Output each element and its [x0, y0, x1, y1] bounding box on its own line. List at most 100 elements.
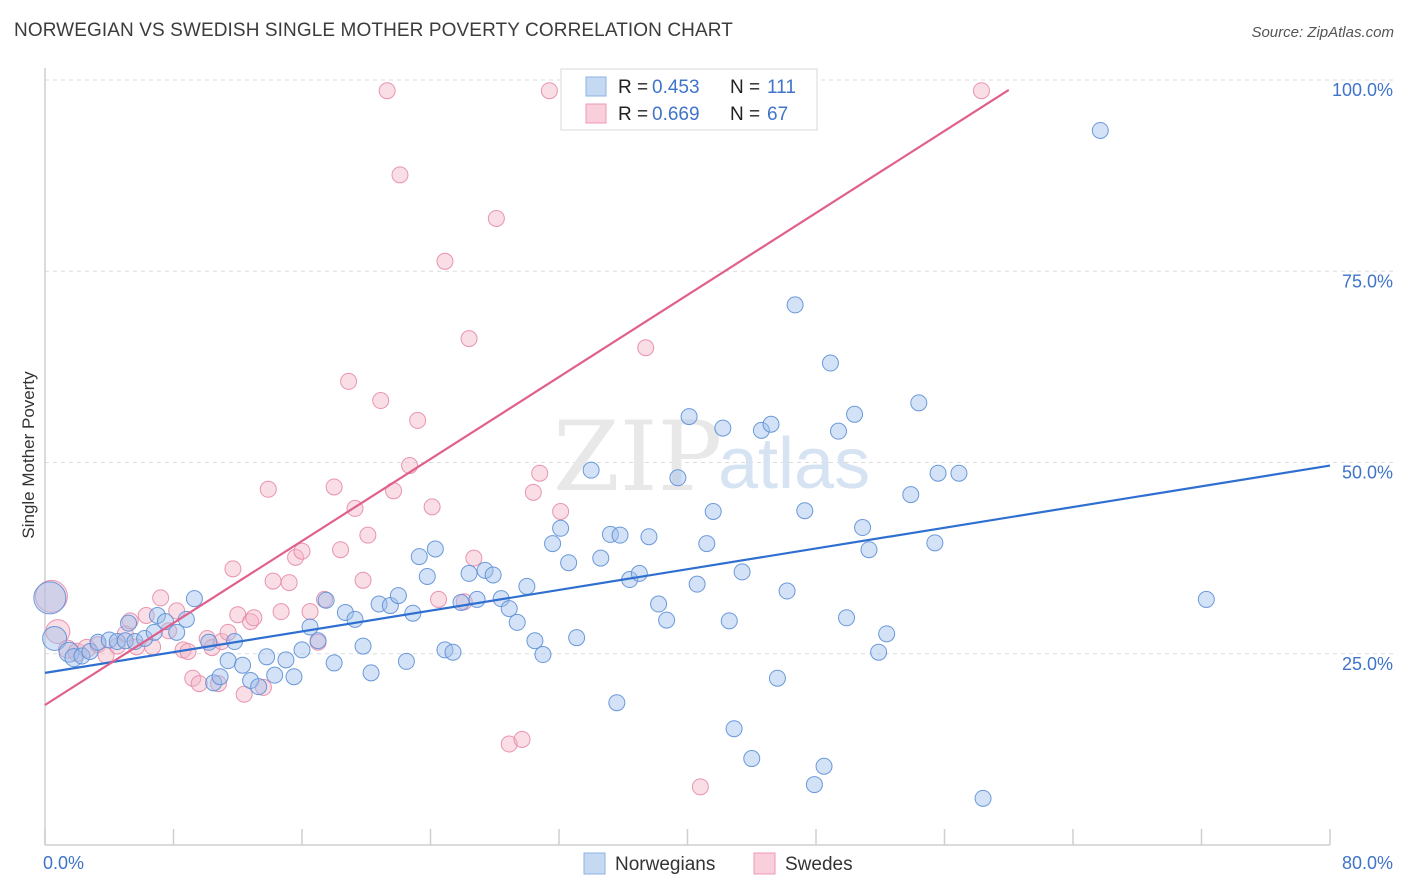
- norwegian-point: [733, 563, 751, 581]
- norwegian-point: [185, 590, 203, 608]
- norwegian-point: [582, 461, 600, 479]
- norwegian-point: [544, 535, 562, 553]
- swedish-point: [552, 502, 570, 520]
- swedish-point: [280, 574, 298, 592]
- norwegian-point: [444, 643, 462, 661]
- bottom-legend-swatch-norwegians: [583, 852, 606, 875]
- norwegian-point: [145, 623, 163, 641]
- swedish-point: [391, 166, 409, 184]
- norwegian-point: [362, 664, 380, 682]
- norwegian-point: [410, 548, 428, 566]
- swedish-point: [691, 778, 709, 796]
- swedish-point: [487, 209, 505, 227]
- swedish-point: [460, 330, 478, 348]
- norwegian-point: [796, 502, 814, 520]
- legend-n-value-swedes: 67: [767, 104, 788, 125]
- y-tick-label: 75.0%: [1342, 271, 1393, 291]
- norwegian-point: [560, 554, 578, 572]
- swedish-point: [190, 675, 208, 693]
- stats-legend: R = 0.453 N = 111 R = 0.669 N = 67: [560, 68, 818, 131]
- norwegian-point: [720, 612, 738, 630]
- norwegian-point: [658, 611, 676, 629]
- legend-swatch-swedes: [585, 103, 607, 124]
- norwegian-point: [552, 519, 570, 537]
- norwegian-point: [168, 623, 186, 641]
- norwegian-point: [534, 646, 552, 664]
- norwegian-point: [526, 632, 544, 650]
- bottom-legend-swatch-swedes: [753, 852, 776, 875]
- norwegian-point: [73, 647, 91, 665]
- norwegian-point: [354, 637, 372, 655]
- norwegian-point: [725, 720, 743, 738]
- norwegian-point: [205, 674, 223, 692]
- swedish-point: [354, 571, 372, 589]
- norwegian-point: [838, 609, 856, 627]
- norwegian-point: [518, 577, 536, 595]
- swedish-point: [409, 411, 427, 429]
- x-tick-label-max: 80.0%: [1342, 853, 1393, 873]
- norwegian-point: [120, 614, 138, 632]
- y-tick-label: 100.0%: [1332, 80, 1393, 100]
- norwegian-point: [608, 694, 626, 712]
- norwegian-point: [325, 654, 343, 672]
- swedish-point: [301, 603, 319, 621]
- swedish-point: [235, 685, 253, 703]
- norwegian-point: [568, 629, 586, 647]
- swedish-point: [340, 372, 358, 390]
- norwegian-point: [592, 549, 610, 567]
- norwegian-point: [878, 625, 896, 643]
- norwegian-point: [1091, 121, 1109, 139]
- swedish-point: [152, 589, 170, 607]
- swedish-point: [637, 339, 655, 357]
- grid: [45, 79, 1393, 655]
- swedish-point: [332, 541, 350, 559]
- norwegian-point: [301, 618, 319, 636]
- swedish-point: [500, 735, 518, 753]
- norwegian-point: [854, 519, 872, 537]
- norwegian-point: [136, 629, 154, 647]
- watermark-atlas-text: atlas: [718, 424, 870, 504]
- norwegian-point: [452, 593, 470, 611]
- legend-n-label-swedes: N =: [730, 104, 760, 125]
- norwegian-point: [258, 648, 276, 666]
- norwegian-point: [743, 750, 761, 768]
- norwegian-point: [219, 652, 237, 670]
- trend-lines: [44, 89, 1331, 706]
- norwegian-point: [611, 526, 629, 544]
- swedish-point: [168, 602, 186, 620]
- norwegian-point: [815, 757, 833, 775]
- norwegian-point: [805, 776, 823, 794]
- swedish-point: [465, 549, 483, 567]
- norwegian-point: [786, 296, 804, 314]
- norwegian-point: [1197, 590, 1215, 608]
- swedish-point: [287, 548, 305, 566]
- swedish-point: [219, 623, 237, 641]
- norwegian-point: [926, 534, 944, 552]
- norwegian-point: [277, 651, 295, 669]
- tick-labels: 25.0% 50.0% 75.0% 100.0% 0.0% 80.0%: [43, 80, 1393, 873]
- source-credit: Source: ZipAtlas.com: [1251, 24, 1394, 41]
- swedish-point: [436, 252, 454, 270]
- norwegian-point: [346, 610, 364, 628]
- swedish-point: [524, 483, 542, 501]
- swedish-point: [325, 478, 343, 496]
- norwegian-point: [426, 540, 444, 558]
- norwegian-point: [821, 354, 839, 372]
- norwegian-point: [250, 678, 268, 696]
- norwegian-point: [116, 632, 134, 650]
- swedish-point: [423, 498, 441, 516]
- norwegian-point: [860, 541, 878, 559]
- norwegian-point: [33, 581, 67, 615]
- legend-n-label-norwegians: N =: [730, 77, 760, 98]
- x-tick-label-min: 0.0%: [43, 853, 84, 873]
- legend-r-value-swedes: 0.669: [652, 104, 700, 125]
- norwegian-point: [89, 633, 107, 651]
- swedish-point: [293, 542, 311, 560]
- swedish-point: [315, 590, 333, 608]
- y-tick-label: 25.0%: [1342, 654, 1393, 674]
- swedish-point: [209, 675, 227, 693]
- swedish-point: [264, 572, 282, 590]
- watermark: ZIP atlas: [553, 401, 870, 513]
- watermark-zip-text: ZIP: [553, 401, 722, 513]
